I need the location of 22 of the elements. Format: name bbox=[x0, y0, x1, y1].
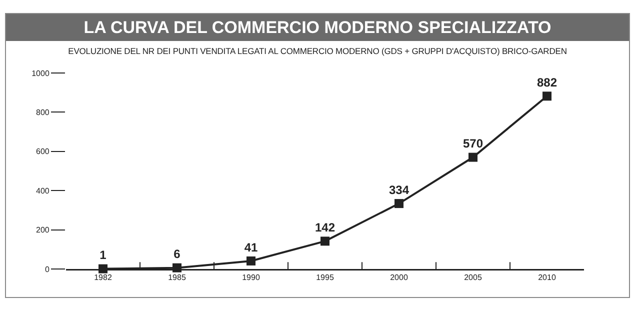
chart-title: LA CURVA DEL COMMERCIO MODERNO SPECIALIZZATO bbox=[6, 14, 629, 41]
x-tick-label: 1982 bbox=[94, 273, 112, 282]
x-tick-label: 2005 bbox=[464, 273, 482, 282]
x-tick-label: 1995 bbox=[316, 273, 334, 282]
x-tick-label: 2000 bbox=[390, 273, 408, 282]
data-label: 570 bbox=[462, 136, 484, 151]
y-tick-label: 0 bbox=[44, 264, 50, 274]
data-label: 142 bbox=[314, 220, 336, 235]
x-tick-label: 1985 bbox=[168, 273, 186, 282]
data-label: 6 bbox=[174, 247, 181, 262]
y-tick-label: 400 bbox=[36, 186, 50, 196]
x-tick-label: 1990 bbox=[242, 273, 260, 282]
data-label: 882 bbox=[536, 76, 558, 90]
y-tick-label: 1000 bbox=[32, 68, 50, 78]
data-label: 334 bbox=[388, 182, 410, 197]
data-label: 41 bbox=[244, 240, 258, 254]
data-label: 1 bbox=[100, 248, 107, 262]
x-tick-label: 2010 bbox=[538, 273, 556, 282]
y-tick-label: 800 bbox=[36, 108, 50, 117]
y-tick-label: 600 bbox=[36, 147, 50, 156]
y-tick-label: 200 bbox=[36, 226, 50, 235]
chart-subtitle: EVOLUZIONE DEL NR DEI PUNTI VENDITA LEGATI AL COMMERCIO MODERNO (GDS + GRUPPI D'ACQUISTO) BRICO-GARDEN bbox=[67, 46, 568, 56]
